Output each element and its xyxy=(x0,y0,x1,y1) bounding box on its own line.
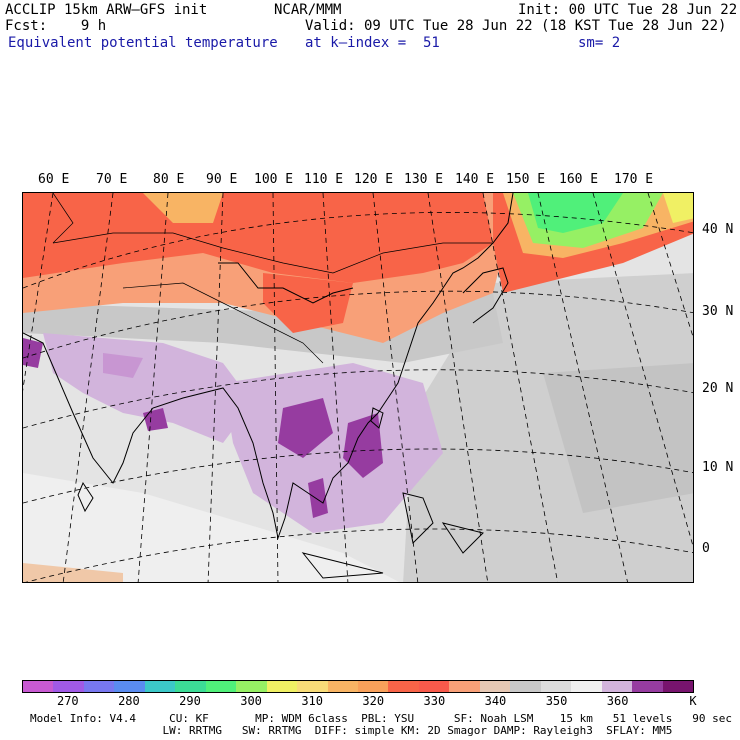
coastlines xyxy=(23,193,514,579)
colorbar-swatch xyxy=(23,681,54,692)
colorbar-swatch xyxy=(114,681,145,692)
field-345-edge xyxy=(23,563,123,582)
colorbar-swatch xyxy=(418,681,450,692)
field-355-indian-ocean xyxy=(23,473,400,582)
lon-label: 160 E xyxy=(559,172,599,187)
lat-label: 40 N xyxy=(702,222,734,237)
colorbar-swatch xyxy=(540,681,572,692)
forecast-hour: Fcst: 9 h xyxy=(5,18,107,34)
colorbar-tick-label: 350 xyxy=(545,694,568,708)
field-330-tibet xyxy=(263,273,353,333)
lon-label: 140 E xyxy=(455,172,495,187)
lat-label: 20 N xyxy=(702,381,734,396)
theta-e-map xyxy=(22,192,694,583)
field-300-pacific xyxy=(528,193,623,233)
field-310-edge xyxy=(663,193,693,223)
colorbar-swatch xyxy=(571,681,602,692)
lon-label: 100 E xyxy=(254,172,294,187)
field-365-india xyxy=(103,353,143,378)
field-370-south xyxy=(308,478,328,518)
lon-label: 60 E xyxy=(38,172,70,187)
field-370-west xyxy=(23,338,43,368)
colorbar-swatch xyxy=(175,681,206,692)
colorbar-swatch xyxy=(510,681,541,692)
colorbar-swatch xyxy=(388,681,419,692)
colorbar-tick-label: 300 xyxy=(240,694,262,708)
lon-label: 80 E xyxy=(153,172,185,187)
smoothing-label: sm= 2 xyxy=(578,35,621,51)
colorbar-swatch xyxy=(449,681,480,692)
colorbar-tick-label: 280 xyxy=(118,694,140,708)
colorbar-swatch xyxy=(632,681,663,692)
colorbar-swatch xyxy=(357,681,389,692)
field-360-sea xyxy=(223,363,443,533)
lon-label: 110 E xyxy=(304,172,344,187)
level-label: at k–index = 51 xyxy=(305,35,440,51)
colorbar-swatch xyxy=(479,681,511,692)
colorbar-tick-label: 310 xyxy=(301,694,324,708)
borders xyxy=(52,193,493,364)
lon-label: 90 E xyxy=(206,172,238,187)
colorbar-tick-label: 340 xyxy=(484,694,507,708)
colorbar-swatch xyxy=(327,681,358,692)
lat-label: 0 xyxy=(702,541,710,556)
field-name: Equivalent potential temperature xyxy=(8,35,278,51)
field-370-indochina xyxy=(278,398,333,458)
init-time: Init: 00 UTC Tue 28 Jun 22 xyxy=(518,2,738,18)
colorbar-swatch xyxy=(236,681,267,692)
valid-time: Valid: 09 UTC Tue 28 Jun 22 (18 KST Tue … xyxy=(305,18,727,34)
model-info-line1: Model Info: V4.4 CU: KF MP: WDM 6class P… xyxy=(30,712,732,725)
field-320-patch xyxy=(143,193,223,223)
model-info-line2: LW: RRTMG SW: RRTMG DIFF: simple KM: 2D … xyxy=(30,724,673,737)
colorbar xyxy=(22,680,694,693)
model-title: ACCLIP 15km ARW–GFS init xyxy=(5,2,208,18)
colorbar-swatch xyxy=(83,681,115,692)
colorbar-tick-label: 320 xyxy=(362,694,385,708)
lon-label: 70 E xyxy=(96,172,128,187)
lon-label: 170 E xyxy=(614,172,654,187)
lon-label: 130 E xyxy=(404,172,444,187)
field-360-india xyxy=(43,333,253,443)
colorbar-swatch xyxy=(53,681,84,692)
colorbar-swatch xyxy=(601,681,633,692)
field-350-ocean-dense xyxy=(543,363,693,513)
lat-label: 30 N xyxy=(702,304,734,319)
lat-label: 10 N xyxy=(702,460,734,475)
center-label: NCAR/MMM xyxy=(274,2,342,18)
colorbar-swatch xyxy=(297,681,328,692)
map-canvas xyxy=(23,193,693,582)
colorbar-swatch xyxy=(266,681,298,692)
colorbar-tick-label: 360 xyxy=(606,694,629,708)
colorbar-swatch xyxy=(662,681,693,692)
colorbar-swatch xyxy=(144,681,176,692)
graticule xyxy=(23,193,693,582)
colorbar-swatch xyxy=(205,681,237,692)
colorbar-unit: K xyxy=(689,694,697,708)
field-370-scs xyxy=(343,413,383,478)
lon-label: 120 E xyxy=(354,172,394,187)
colorbar-tick-label: 290 xyxy=(179,694,201,708)
field-370-bay xyxy=(143,408,168,431)
lon-label: 150 E xyxy=(506,172,546,187)
colorbar-tick-label: 270 xyxy=(56,694,79,708)
colorbar-tick-label: 330 xyxy=(423,694,446,708)
